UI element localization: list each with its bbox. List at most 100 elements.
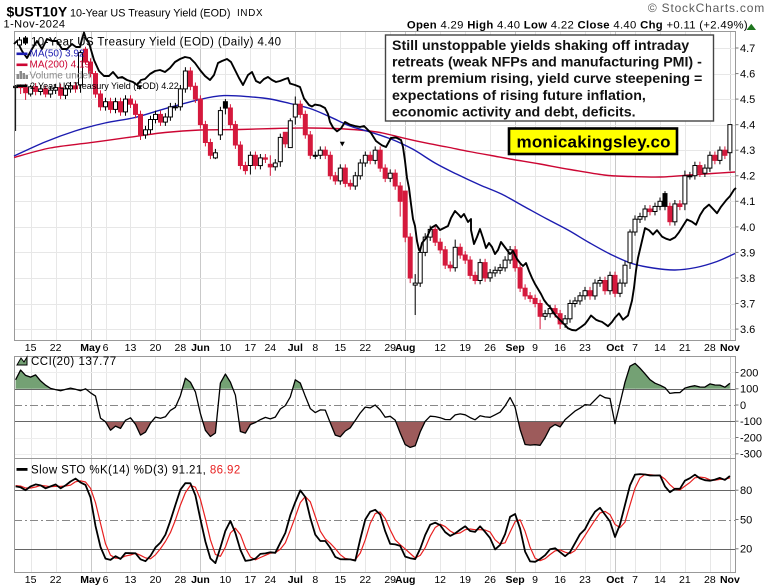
svg-text:4.7: 4.7: [740, 43, 755, 55]
svg-text:19: 19: [459, 342, 471, 354]
svg-text:16: 16: [554, 342, 566, 354]
svg-text:Jul: Jul: [288, 342, 303, 354]
svg-text:Jun: Jun: [191, 574, 210, 586]
svg-text:$UST10Y: $UST10Y: [7, 4, 68, 20]
svg-text:retreats (weak NFPs and manufa: retreats (weak NFPs and manufacturing PM…: [392, 55, 702, 71]
svg-text:23: 23: [579, 342, 591, 354]
svg-text:4.6: 4.6: [740, 69, 755, 81]
svg-text:term premium rising, yield cur: term premium rising, yield curve steepen…: [392, 71, 702, 87]
svg-text:4.3: 4.3: [740, 145, 755, 157]
svg-text:4.5: 4.5: [740, 94, 755, 106]
svg-text:May: May: [80, 574, 101, 586]
svg-text:7: 7: [632, 574, 638, 586]
svg-text:Still unstoppable yields shaki: Still unstoppable yields shaking off int…: [392, 38, 689, 54]
svg-text:INDX: INDX: [237, 8, 263, 19]
svg-text:26: 26: [484, 342, 496, 354]
svg-text:© StockCharts.com: © StockCharts.com: [648, 1, 765, 15]
svg-text:20: 20: [150, 342, 162, 354]
svg-text:4.4: 4.4: [740, 120, 755, 132]
svg-text:26: 26: [484, 574, 496, 586]
svg-text:Jun: Jun: [191, 342, 210, 354]
svg-text:Slow STO %K(14) %D(3) 91.21, 8: Slow STO %K(14) %D(3) 91.21, 86.92: [31, 465, 241, 477]
svg-text:0: 0: [740, 400, 746, 412]
svg-text:23: 23: [579, 574, 591, 586]
svg-text:28: 28: [704, 574, 716, 586]
svg-text:24: 24: [264, 342, 276, 354]
svg-text:16: 16: [554, 574, 566, 586]
svg-text:17: 17: [245, 342, 257, 354]
svg-text:4.2: 4.2: [740, 171, 755, 183]
svg-text:1-Nov-2024: 1-Nov-2024: [4, 19, 66, 31]
svg-text:8: 8: [312, 342, 318, 354]
svg-text:May: May: [80, 342, 101, 354]
svg-text:economic activity and debt, de: economic activity and debt, deficits.: [392, 104, 636, 120]
svg-text:MA(200) 4.19: MA(200) 4.19: [30, 60, 91, 71]
svg-text:28: 28: [175, 574, 187, 586]
svg-text:Jul: Jul: [288, 574, 303, 586]
svg-text:22: 22: [359, 574, 371, 586]
svg-text:-200: -200: [740, 432, 762, 444]
svg-text:4.0: 4.0: [740, 222, 755, 234]
svg-text:8: 8: [312, 574, 318, 586]
svg-text:15: 15: [25, 574, 37, 586]
svg-text:50: 50: [740, 514, 752, 526]
svg-text:10-Year US Treasury Yield (EOD: 10-Year US Treasury Yield (EOD) (Daily) …: [31, 37, 281, 49]
svg-text:6: 6: [103, 574, 109, 586]
svg-text:Sep: Sep: [505, 574, 524, 586]
svg-text:19: 19: [459, 574, 471, 586]
svg-text:100: 100: [740, 384, 758, 396]
svg-text:Nov: Nov: [720, 574, 740, 586]
svg-text:9: 9: [532, 342, 538, 354]
svg-text:6: 6: [103, 342, 109, 354]
svg-text:13: 13: [125, 342, 137, 354]
svg-text:13: 13: [125, 574, 137, 586]
svg-text:21: 21: [679, 574, 691, 586]
svg-text:Open 4.29 High 4.40 Low 4.22 C: Open 4.29 High 4.40 Low 4.22 Close 4.40 …: [407, 20, 748, 32]
svg-text:9: 9: [532, 574, 538, 586]
svg-text:Aug: Aug: [395, 574, 415, 586]
svg-text:17: 17: [245, 574, 257, 586]
svg-text:Oct: Oct: [606, 342, 624, 354]
svg-text:80: 80: [740, 485, 752, 497]
svg-text:12: 12: [434, 342, 446, 354]
svg-text:22: 22: [50, 574, 62, 586]
svg-text:22: 22: [359, 342, 371, 354]
svg-text:28: 28: [175, 342, 187, 354]
svg-text:Volume undef: Volume undef: [30, 71, 91, 82]
svg-text:20: 20: [740, 544, 752, 556]
svg-text:10-Year US Treasury Yield (EOD: 10-Year US Treasury Yield (EOD): [70, 8, 230, 20]
svg-text:28: 28: [704, 342, 716, 354]
svg-text:expectations of rising future: expectations of rising future inflation,: [392, 88, 646, 104]
svg-text:monicakingsley.co: monicakingsley.co: [517, 133, 671, 152]
svg-text:10: 10: [220, 342, 232, 354]
svg-text:15: 15: [25, 342, 37, 354]
svg-text:-300: -300: [740, 449, 762, 461]
svg-text:29: 29: [384, 574, 396, 586]
svg-text:200: 200: [740, 367, 758, 379]
svg-text:MA(50) 3.92: MA(50) 3.92: [30, 49, 85, 60]
svg-text:7: 7: [632, 342, 638, 354]
svg-text:Aug: Aug: [395, 342, 415, 354]
svg-text:3.8: 3.8: [740, 273, 755, 285]
svg-text:29: 29: [384, 342, 396, 354]
svg-text:14: 14: [654, 574, 666, 586]
svg-text:14: 14: [654, 342, 666, 354]
svg-text:15: 15: [334, 342, 346, 354]
svg-text:12: 12: [434, 574, 446, 586]
svg-text:3.7: 3.7: [740, 298, 755, 310]
svg-text:4.1: 4.1: [740, 196, 755, 208]
svg-text:22: 22: [50, 342, 62, 354]
svg-text:3.9: 3.9: [740, 247, 755, 259]
svg-text:21: 21: [679, 342, 691, 354]
svg-text:24: 24: [264, 574, 276, 586]
svg-text:2-Year US Treasury Yield (EOD): 2-Year US Treasury Yield (EOD) 4.22: [30, 81, 179, 91]
svg-text:CCI(20) 137.77: CCI(20) 137.77: [31, 356, 117, 368]
svg-text:Nov: Nov: [720, 342, 740, 354]
svg-text:10: 10: [220, 574, 232, 586]
svg-text:20: 20: [150, 574, 162, 586]
svg-text:Oct: Oct: [606, 574, 624, 586]
svg-text:-100: -100: [740, 416, 762, 428]
svg-text:15: 15: [334, 574, 346, 586]
svg-text:Sep: Sep: [505, 342, 524, 354]
svg-text:3.6: 3.6: [740, 324, 755, 336]
